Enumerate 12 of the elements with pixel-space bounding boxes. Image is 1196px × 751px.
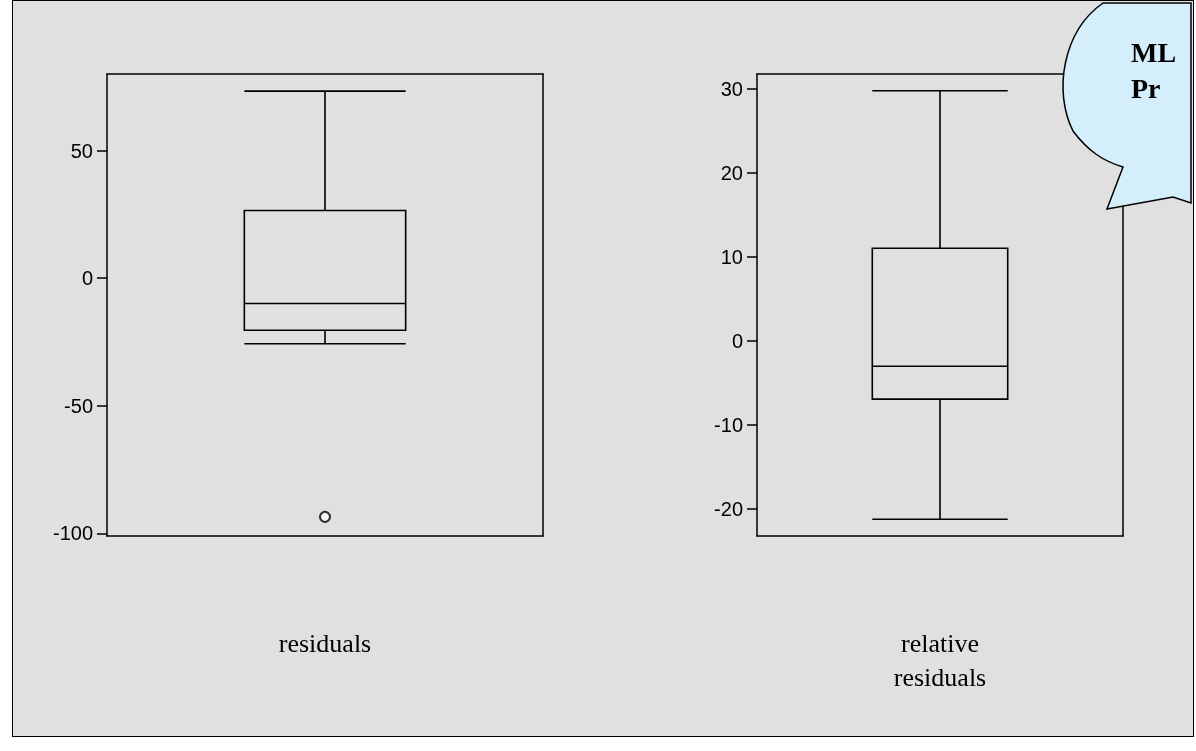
y-tick-label: 0 [731,330,743,353]
y-tick-label: 0 [81,267,93,290]
y-tick-label: -10 [714,414,743,437]
y-tick-label: 30 [720,78,743,101]
y-tick-label: -100 [52,522,93,545]
y-tick-label: -20 [714,498,743,521]
x-axis-title: residuals [278,628,372,658]
y-tick-label: 10 [720,246,743,269]
y-tick-label: 20 [720,162,743,185]
y-tick-label: -50 [64,394,93,417]
x-axis-title: relative residuals [893,628,987,692]
y-tick-label: 50 [70,139,93,162]
